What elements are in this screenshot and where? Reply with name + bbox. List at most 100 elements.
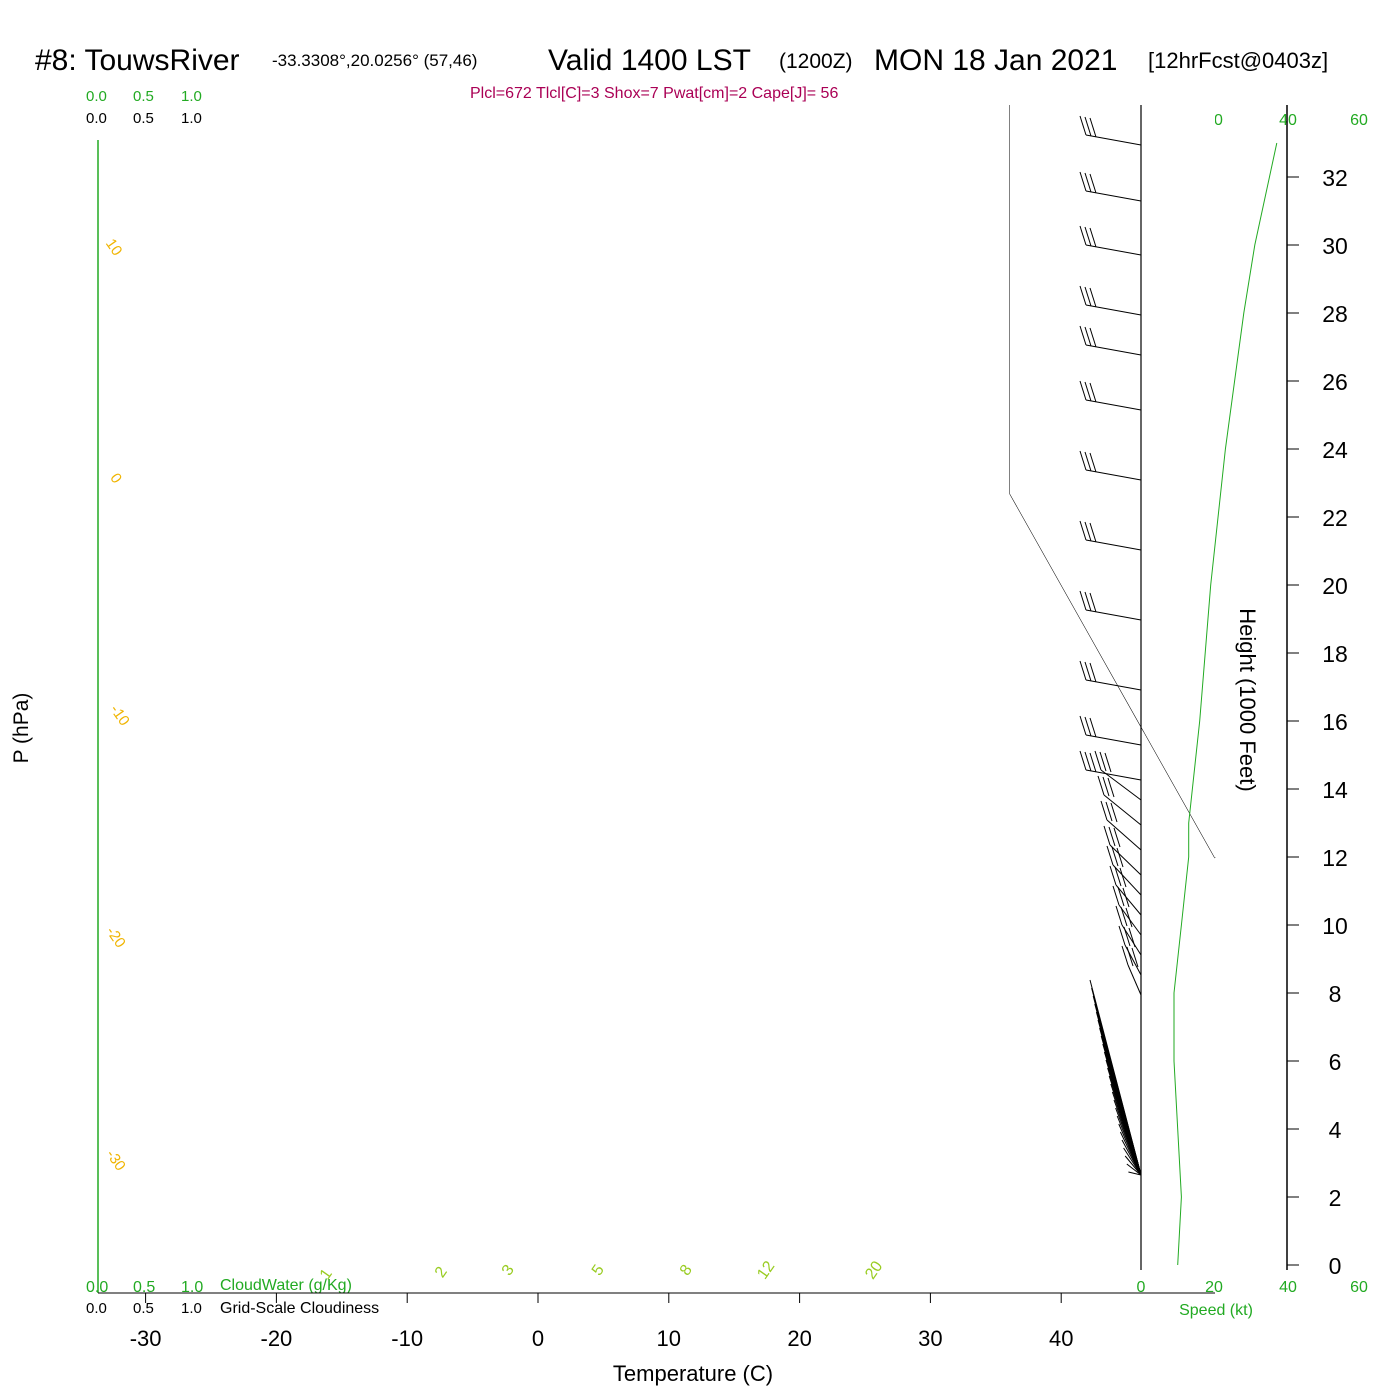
wind-barb-staff [1124, 1155, 1142, 1176]
height-tick-label: 2 [1329, 1185, 1342, 1211]
temperature-tick-label: -20 [261, 1326, 293, 1351]
cloudiness-tick-top-1: 0.5 [133, 110, 154, 127]
wind-barb-feather [1123, 926, 1131, 947]
wind-barb-feather [1120, 906, 1128, 927]
cloudiness-tick-bottom-0: 0.0 [86, 1300, 107, 1317]
wind-barb-feather [1100, 800, 1108, 821]
wind-barb-staff [1085, 609, 1142, 621]
wind-barb-staff [1085, 304, 1142, 316]
wind-barb-staff [1085, 344, 1142, 356]
wind-barb-feather [1103, 825, 1111, 846]
wind-barb-feather [1079, 171, 1087, 192]
cloud-scale-top: 0.0 0.5 1.0 0.0 0.5 1.0 [86, 88, 202, 127]
wind-barb-staff [1128, 1171, 1142, 1176]
wind-barb-feather [1079, 285, 1087, 306]
wind-barb-feather [1084, 116, 1092, 137]
wind-barb-feather [1084, 286, 1092, 307]
wind-barb-feather [1079, 115, 1087, 136]
wind-barb-feather [1079, 325, 1087, 346]
wind-barb-feather [1079, 450, 1087, 471]
cloudiness-tick-bottom-1: 0.5 [133, 1300, 154, 1317]
speed-axis-label: Speed (kt) [1179, 1302, 1253, 1319]
mixing-ratio-label: 2 [432, 1264, 451, 1281]
wind-barb-feather [1097, 775, 1105, 796]
temperature-tick-label: -30 [130, 1326, 162, 1351]
wind-barb-feather [1084, 591, 1092, 612]
cloudiness-tick-bottom-2: 1.0 [181, 1300, 202, 1317]
wind-barb-feather [1112, 885, 1120, 906]
height-tick-label: 8 [1329, 981, 1342, 1007]
height-tick-label: 10 [1322, 913, 1348, 939]
speed-tick-top-2: 40 [1279, 112, 1297, 129]
wind-barb-feather [1084, 226, 1092, 247]
wind-barb-staff [1103, 794, 1142, 826]
station-id: #8: TouwsRiver [35, 44, 240, 77]
wind-barb-staff [1085, 734, 1142, 746]
wind-barb-feather [1089, 327, 1097, 348]
cloud-scale-bottom: 0.0 0.5 1.0 CloudWater (g/Kg) 0.0 0.5 1.… [86, 1277, 379, 1317]
wind-barb-feather [1089, 173, 1097, 194]
height-tick-label: 14 [1322, 777, 1348, 803]
dry-adiabat-label: 10 [102, 236, 125, 259]
wind-barb-feather [1109, 865, 1117, 886]
dry-adiabat-label: -30 [103, 1147, 129, 1175]
height-tick-label: 24 [1322, 437, 1348, 463]
wind-barb-staff [1115, 884, 1142, 916]
wind-barb-feather [1099, 751, 1107, 772]
speed-tick-bottom-2: 40 [1279, 1279, 1297, 1296]
mixing-ratio-label: 12 [754, 1258, 778, 1282]
y-axis-title: P (hPa) [10, 693, 33, 764]
height-tick-label: 20 [1322, 573, 1348, 599]
wind-barb-feather [1102, 776, 1110, 797]
wind-barb-feather [1084, 716, 1092, 737]
wind-barb-feather [1079, 225, 1087, 246]
height-tick-label: 30 [1322, 233, 1348, 259]
height-tick-label: 18 [1322, 641, 1348, 667]
wind-barb-feather [1084, 661, 1092, 682]
wind-barb-feather [1084, 451, 1092, 472]
diagram-lines [1010, 105, 1215, 1293]
dry-adiabat-label: 0 [106, 470, 125, 487]
height-tick-label: 32 [1322, 165, 1348, 191]
wind-barb-feather [1089, 117, 1097, 138]
height-tick-label: 28 [1322, 301, 1348, 327]
temperature-tick-label: 40 [1049, 1326, 1073, 1351]
cloudwater-tick-bottom-0: 0.0 [86, 1279, 108, 1296]
speed-tick-bottom-1: 20 [1205, 1279, 1223, 1296]
wind-barb-staff [1106, 819, 1142, 851]
wind-barb-staff [1085, 679, 1142, 691]
wind-barb-feather [1079, 660, 1087, 681]
wind-barb-feather [1084, 751, 1092, 772]
wind-barb-feather [1128, 927, 1136, 948]
wind-barb-feather [1089, 287, 1097, 308]
cloudiness-label: Grid-Scale Cloudiness [220, 1300, 379, 1317]
wind-barb-feather [1094, 750, 1102, 771]
temperature-tick-label: 10 [657, 1326, 681, 1351]
wind-barb-feather [1079, 750, 1087, 771]
wind-barb-feather [1079, 380, 1087, 401]
plot-mask [1010, 105, 1215, 1293]
cloudiness-tick-top-2: 1.0 [181, 110, 202, 127]
height-tick-label: 22 [1322, 505, 1348, 531]
cloudwater-label: CloudWater (g/Kg) [220, 1277, 352, 1294]
valid-date: MON 18 Jan 2021 [874, 44, 1117, 77]
wind-barb-feather [1119, 867, 1127, 888]
wind-barb-feather [1116, 847, 1124, 868]
speed-tick-top-3: 60 [1350, 112, 1368, 129]
wind-speed-profile [1173, 142, 1278, 1266]
cloudwater-tick-bottom-2: 1.0 [181, 1279, 203, 1296]
wind-barb-staff [1123, 1147, 1142, 1176]
height-tick-label: 4 [1329, 1117, 1342, 1143]
height-tick-label: 6 [1329, 1049, 1342, 1075]
cloudiness-tick-top-0: 0.0 [86, 110, 107, 127]
wind-barb-feather [1089, 752, 1097, 773]
height-tick-label: 16 [1322, 709, 1348, 735]
temperature-tick-label: 0 [532, 1326, 544, 1351]
wind-barb-feather [1079, 590, 1087, 611]
mixing-ratio-label: 5 [589, 1262, 608, 1279]
wind-barb-feather [1105, 801, 1113, 822]
height-tick-label: 0 [1329, 1253, 1342, 1279]
wind-barb-feather [1084, 172, 1092, 193]
height-axis-title: Height (1000 Feet) [1235, 608, 1260, 791]
